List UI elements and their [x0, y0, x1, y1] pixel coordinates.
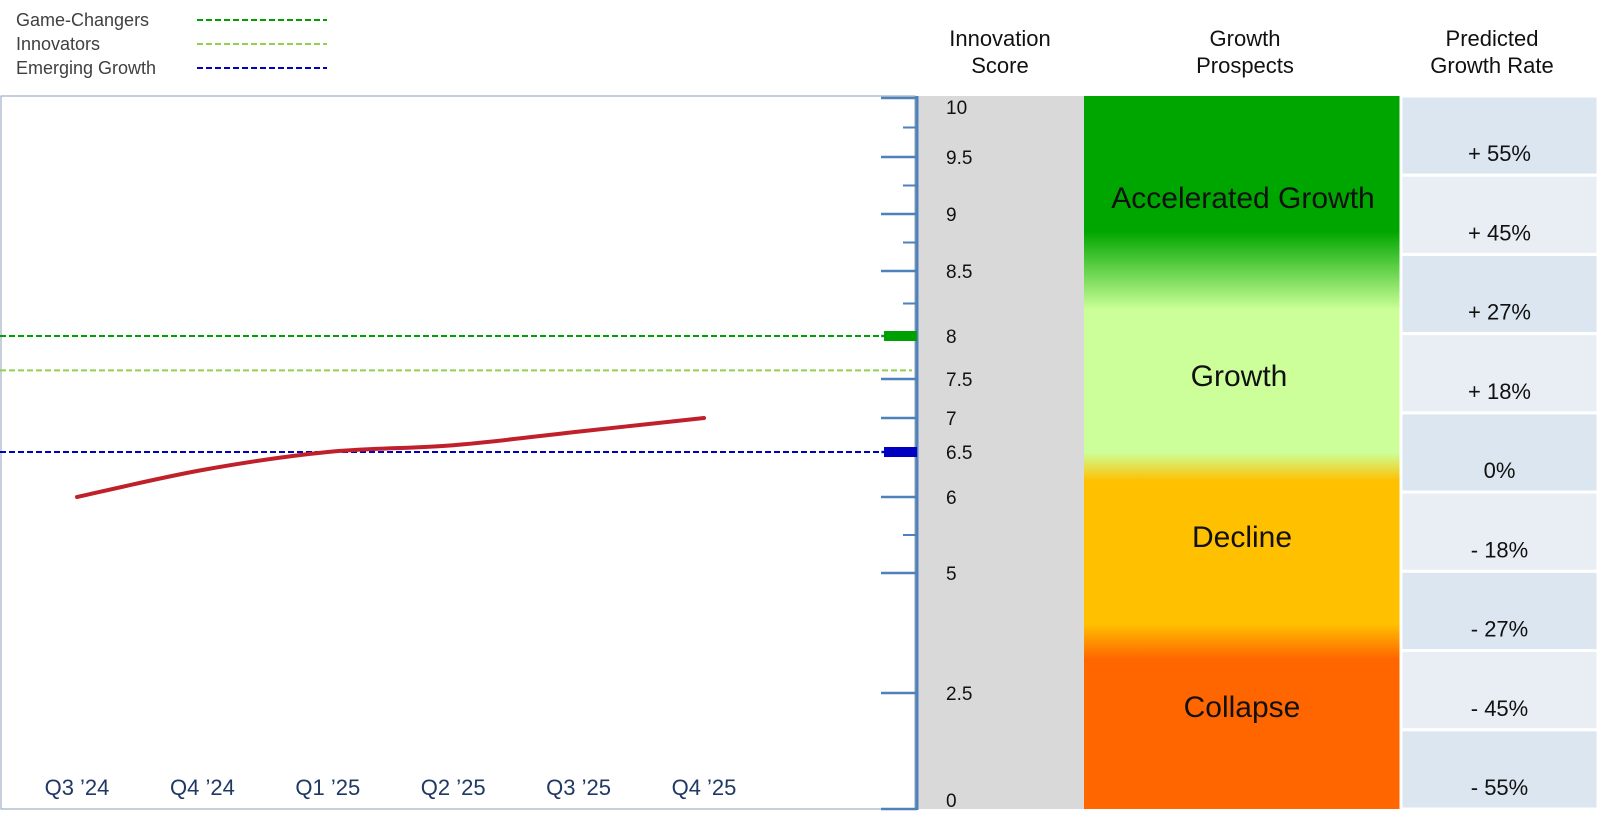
growth-prospects-column: [1084, 96, 1401, 809]
growth-rate-cell: [1399, 490, 1600, 573]
growth-rate-label: 0%: [1484, 458, 1516, 483]
score-tick-label: 6.5: [946, 443, 972, 464]
growth-rate-cell: [1399, 569, 1600, 653]
growth-rate-cell: [1399, 173, 1600, 256]
band-growth: Growth: [1191, 360, 1288, 393]
x-tick-label: Q2 ’25: [421, 775, 486, 800]
legend: Game-Changers Innovators Emerging Growth: [16, 10, 327, 78]
growth-rate-label: - 55%: [1471, 775, 1528, 800]
prospect-bands: Accelerated Growth Growth Decline Collap…: [1111, 182, 1374, 724]
growth-rate-column: + 55% + 45% + 27% + 18% 0% - 18% - 27% - 45% - 5…: [1399, 94, 1600, 811]
header-predicted-growth-line2: Growth Rate: [1430, 53, 1554, 78]
header-growth-prospects-line1: Growth: [1210, 26, 1281, 51]
growth-rate-label: - 18%: [1471, 537, 1528, 562]
band-decline: Decline: [1192, 521, 1292, 554]
x-tick-label: Q3 ’24: [45, 775, 110, 800]
header-growth-prospects-line2: Prospects: [1196, 53, 1294, 78]
score-tick-label: 7: [946, 409, 957, 430]
growth-rate-cell: [1399, 649, 1600, 732]
header-innovation-score-line2: Score: [971, 53, 1028, 78]
growth-rate-label: - 45%: [1471, 696, 1528, 721]
header-predicted-growth-line1: Predicted: [1446, 26, 1539, 51]
reference-marker-game-changers: [884, 331, 917, 341]
score-tick-label: 8: [946, 327, 957, 348]
growth-rate-cell: [1399, 332, 1600, 415]
legend-label: Emerging Growth: [16, 58, 156, 78]
x-tick-label: Q1 ’25: [295, 775, 360, 800]
growth-rate-label: + 18%: [1468, 379, 1531, 404]
legend-item: Emerging Growth: [16, 58, 327, 78]
score-tick-label: 9: [946, 205, 957, 226]
column-headers: Innovation Score Growth Prospects Predic…: [949, 26, 1554, 78]
score-tick-label: 6: [946, 488, 957, 509]
legend-label: Innovators: [16, 34, 100, 54]
score-tick-label: 7.5: [946, 370, 972, 391]
growth-rate-label: + 45%: [1468, 220, 1531, 245]
score-tick-label: 9.5: [946, 148, 972, 169]
growth-rate-cell: [1399, 411, 1600, 494]
legend-label: Game-Changers: [16, 10, 149, 30]
growth-rate-label: + 55%: [1468, 141, 1531, 166]
series-line: [75, 416, 706, 499]
score-tick-label: 5: [946, 564, 957, 585]
x-tick-label: Q4 ’24: [170, 775, 235, 800]
growth-rate-label: + 27%: [1468, 300, 1531, 325]
series-layer: [75, 416, 706, 499]
x-tick-label: Q4 ’25: [672, 775, 737, 800]
legend-item: Game-Changers: [16, 10, 327, 30]
score-tick-label: 2.5: [946, 684, 972, 705]
legend-item: Innovators: [16, 34, 327, 54]
x-axis-ticks: Q3 ’24 Q4 ’24 Q1 ’25 Q2 ’25 Q3 ’25 Q4 ’25: [45, 775, 737, 800]
score-tick-label: 0: [946, 791, 957, 812]
header-innovation-score-line1: Innovation: [949, 26, 1051, 51]
band-accelerated-growth: Accelerated Growth: [1111, 182, 1374, 215]
score-tick-label: 10: [946, 98, 967, 119]
reference-lines: [0, 331, 917, 457]
growth-rate-cell: [1399, 94, 1600, 177]
growth-rate-cell: [1399, 728, 1600, 811]
growth-rate-cell: [1399, 252, 1600, 336]
x-tick-label: Q3 ’25: [546, 775, 611, 800]
score-tick-label: 8.5: [946, 262, 972, 283]
band-collapse: Collapse: [1184, 691, 1301, 724]
reference-marker-emerging-growth: [884, 447, 917, 457]
innovation-score-column: [918, 96, 1084, 809]
growth-rate-label: - 27%: [1471, 617, 1528, 642]
